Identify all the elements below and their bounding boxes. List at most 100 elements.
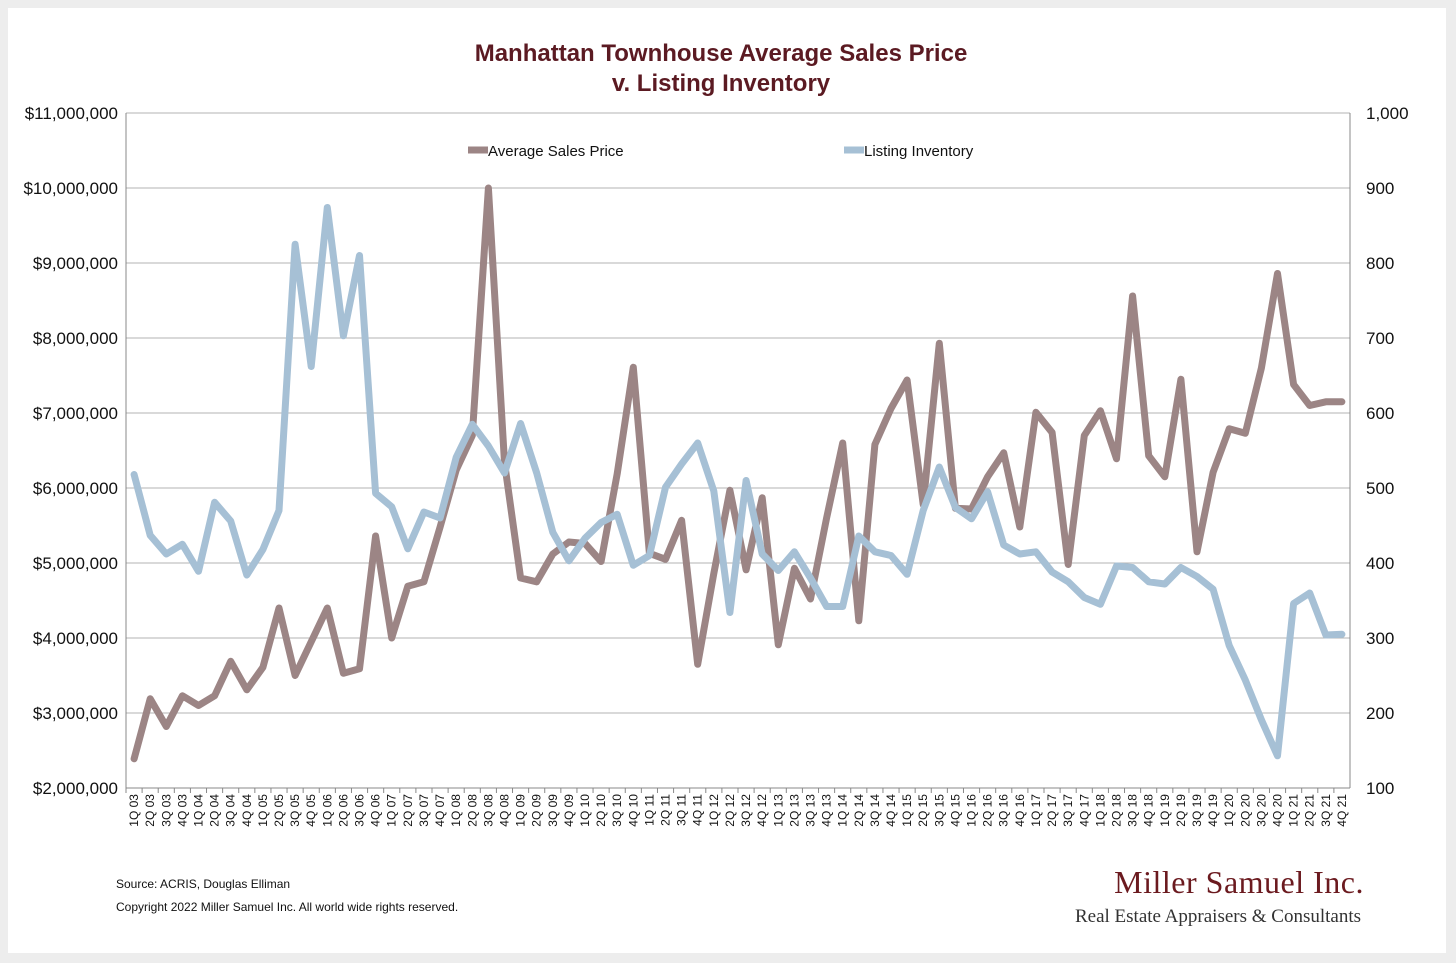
inventory-point (439, 517, 441, 519)
x-tick-label: 2Q 17 (1045, 794, 1059, 827)
price-point (1132, 295, 1134, 297)
x-tick-label: 3Q 03 (159, 794, 173, 827)
inventory-point (810, 577, 811, 579)
inventory-point (632, 564, 634, 566)
price-point (1325, 401, 1327, 403)
x-tick-label: 2Q 13 (787, 794, 801, 827)
x-tick-label: 2Q 18 (1109, 794, 1123, 827)
inventory-point (1035, 551, 1037, 553)
x-tick-label: 4Q 16 (1013, 794, 1027, 827)
x-tick-label: 2Q 16 (981, 794, 995, 827)
price-point (1341, 401, 1343, 403)
inventory-point (1260, 719, 1262, 721)
price-point (133, 758, 135, 760)
inventory-point (262, 549, 264, 550)
x-tick-label: 3Q 17 (1061, 794, 1075, 827)
x-tick-label: 3Q 07 (417, 794, 431, 827)
x-tick-label: 4Q 09 (562, 794, 576, 827)
price-point (294, 675, 296, 676)
inventory-point (793, 551, 795, 553)
left-tick-label: $3,000,000 (33, 704, 118, 723)
inventory-point (665, 486, 666, 488)
x-tick-label: 4Q 04 (240, 794, 254, 827)
left-tick-label: $9,000,000 (33, 254, 118, 273)
source-note: Source: ACRIS, Douglas Elliman (116, 877, 290, 891)
inventory-point (391, 506, 393, 508)
price-point (1293, 384, 1295, 385)
inventory-point (1019, 553, 1021, 555)
inventory-point (455, 456, 457, 458)
inventory-point (954, 507, 956, 508)
price-point (729, 489, 731, 491)
left-tick-label: $7,000,000 (33, 404, 118, 423)
inventory-point (906, 573, 908, 575)
x-tick-label: 3Q 21 (1319, 794, 1333, 827)
x-tick-label: 1Q 19 (1158, 794, 1172, 827)
inventory-point (278, 510, 280, 511)
x-tick-label: 4Q 15 (948, 794, 962, 827)
inventory-point (326, 207, 328, 208)
x-tick-label: 3Q 14 (868, 794, 882, 827)
x-tick-label: 3Q 05 (288, 794, 302, 827)
inventory-point (198, 570, 199, 572)
inventory-point (342, 335, 344, 337)
inventory-point (826, 606, 828, 607)
x-tick-label: 1Q 04 (191, 794, 205, 827)
legend-label-inventory: Listing Inventory (864, 143, 974, 160)
x-tick-label: 3Q 18 (1126, 794, 1140, 827)
chart: Manhattan Townhouse Average Sales Price … (23, 40, 1409, 927)
price-point (1212, 471, 1214, 473)
price-point (149, 698, 151, 700)
inventory-point (1196, 576, 1198, 577)
price-point (246, 689, 248, 691)
x-tick-label: 1Q 13 (771, 794, 785, 827)
inventory-point (745, 480, 747, 481)
left-axis: $2,000,000 $3,000,000 $4,000,000 $5,000,000… (23, 104, 127, 798)
x-tick-label: 4Q 20 (1271, 794, 1285, 827)
inventory-point (648, 555, 650, 556)
right-tick-label: 1,000 (1366, 104, 1409, 123)
x-tick-label: 3Q 11 (675, 794, 689, 826)
x-tick-label: 3Q 19 (1190, 794, 1204, 827)
price-point (793, 567, 795, 569)
x-tick-label: 1Q 15 (900, 794, 914, 827)
x-tick-label: 3Q 08 (481, 794, 495, 827)
price-point (600, 561, 602, 562)
series-line-average-sales-price (130, 184, 1346, 763)
chart-title-line-2: v. Listing Inventory (612, 70, 831, 97)
price-point (165, 726, 167, 727)
price-point (1148, 455, 1150, 457)
inventory-point (729, 612, 731, 613)
price-point (407, 585, 409, 587)
inventory-point (552, 531, 554, 533)
inventory-point (520, 423, 522, 424)
price-point (761, 497, 763, 499)
copyright-note: Copyright 2022 Miller Samuel Inc. All wo… (116, 900, 458, 914)
right-tick-label: 100 (1366, 779, 1394, 798)
inventory-point (874, 551, 876, 553)
price-point (810, 598, 811, 600)
x-tick-label: 4Q 13 (820, 794, 834, 827)
left-tick-label: $6,000,000 (33, 479, 118, 498)
inventory-point (600, 522, 602, 523)
x-tick-label: 1Q 08 (449, 794, 463, 827)
x-tick-label: 1Q 21 (1287, 794, 1301, 827)
x-tick-label: 2Q 15 (916, 794, 930, 827)
inventory-point (1003, 544, 1005, 546)
inventory-point (616, 513, 618, 515)
x-tick-label: 1Q 07 (385, 794, 399, 827)
price-point (230, 660, 232, 662)
x-tick-label: 2Q 09 (530, 794, 544, 827)
x-tick-label: 4Q 17 (1077, 794, 1091, 827)
price-point (391, 637, 393, 639)
x-tick-label: 3Q 06 (353, 794, 367, 827)
inventory-point (149, 534, 151, 536)
inventory-point (1180, 567, 1182, 568)
inventory-point (230, 520, 232, 522)
price-point (262, 666, 264, 668)
x-tick-label: 4Q 19 (1206, 794, 1220, 827)
inventory-point (584, 537, 586, 539)
right-tick-label: 300 (1366, 629, 1394, 648)
price-point (375, 535, 377, 537)
price-point (423, 581, 425, 583)
